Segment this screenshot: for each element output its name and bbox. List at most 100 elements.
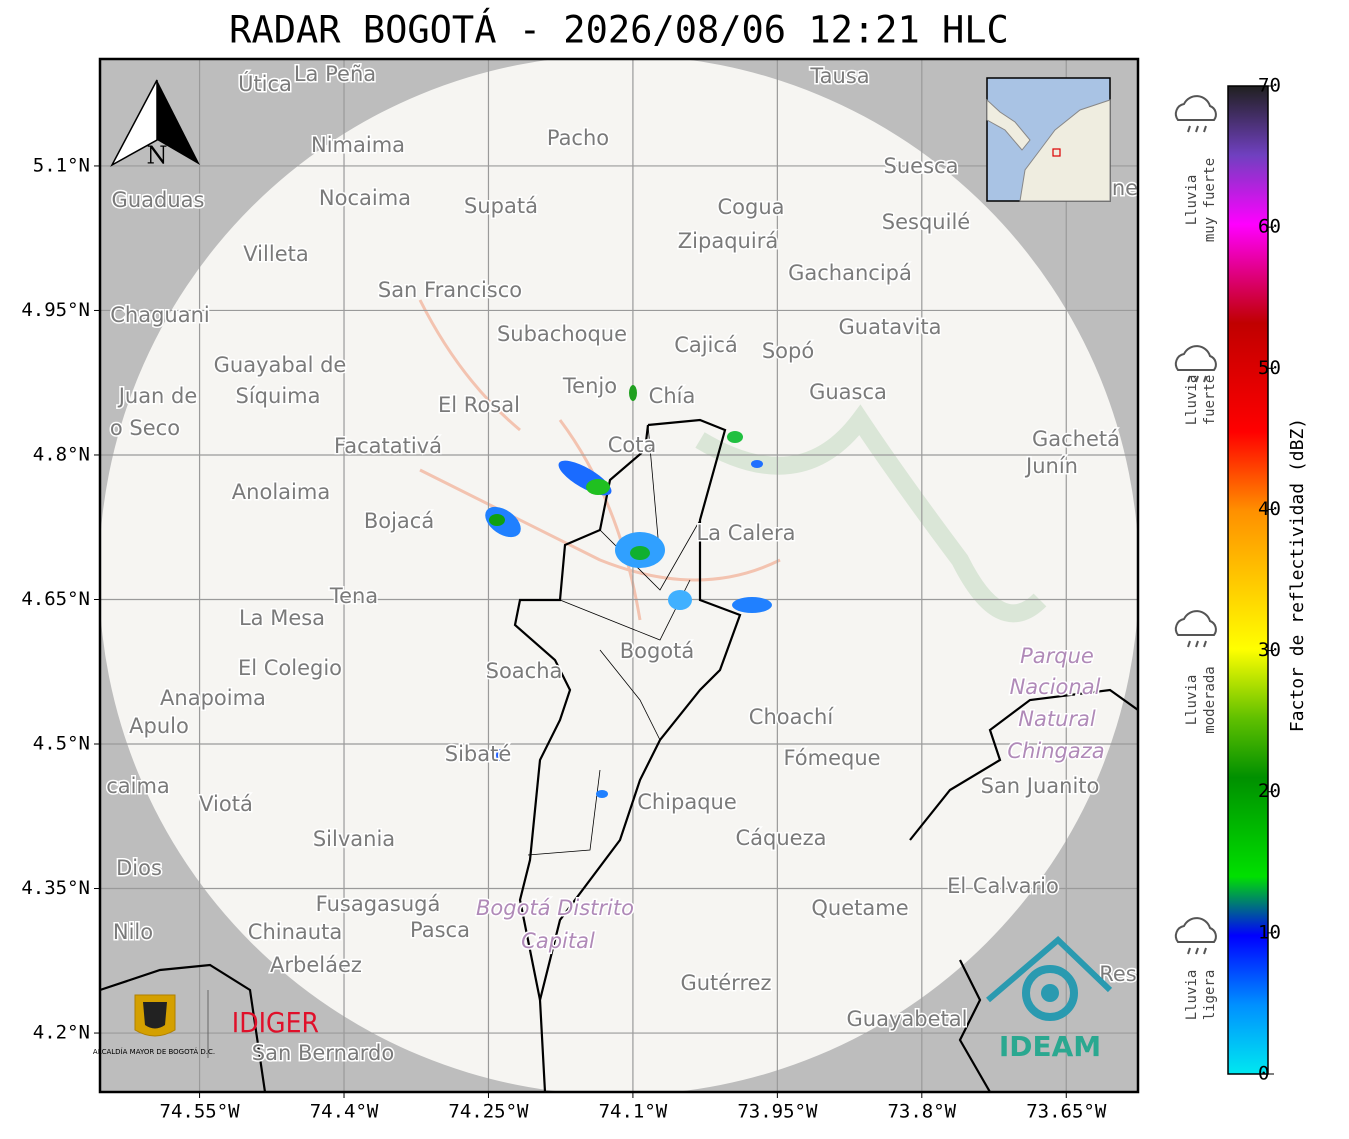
bogota-boundary (538, 418, 742, 1092)
rain-drops (1187, 375, 1207, 383)
echo (732, 597, 772, 613)
place-label: Síquima (236, 384, 321, 408)
place-label: Juan de (117, 384, 198, 408)
place-label: Supatá (464, 194, 538, 218)
cloud-icon (1174, 917, 1217, 943)
park-label: Chingaza (1007, 739, 1104, 763)
place-label: Nimaima (311, 133, 405, 157)
place-label: Gachancipá (788, 261, 912, 285)
park-label: Capital (521, 929, 595, 953)
place-label: Guatavita (839, 315, 942, 339)
rain-drops (1187, 947, 1207, 955)
rain-category-label: ligera (1202, 970, 1218, 1021)
y-tick-label: 4.2°N (33, 1022, 90, 1044)
place-label: Sibaté (445, 742, 512, 766)
place-label: La Peña (294, 62, 376, 86)
department-boundary (100, 688, 1138, 1092)
place-label: Viotá (199, 792, 253, 816)
plot-frame (98, 57, 1140, 1094)
x-tick-label: 74.4°W (310, 1101, 379, 1123)
place-label: Útica (238, 71, 292, 96)
rain-drops (1187, 125, 1207, 133)
bogota-boundary-west (513, 424, 650, 1001)
colorbar-tick-label: 20 (1258, 780, 1281, 802)
echo (751, 460, 763, 468)
place-label: Choachí (749, 705, 835, 729)
y-tick-label: 5.1°N (33, 154, 90, 176)
place-label: La Calera (696, 521, 795, 545)
place-label: ne (1112, 176, 1138, 200)
place-label: Tenjo (562, 374, 617, 398)
ideam-logo: IDEAM (986, 935, 1113, 1063)
rain-category: Lluvia muy fuerte (1174, 95, 1218, 242)
rain-category-label: muy fuerte (1202, 158, 1218, 242)
rain-category: Lluvia ligera (1174, 917, 1218, 1021)
rain-category: Lluvia moderada (1174, 610, 1218, 734)
rain-category-label: fuerte (1202, 375, 1218, 426)
place-label: Pacho (547, 126, 609, 150)
cloud-icon (1174, 95, 1217, 121)
place-label: Apulo (129, 714, 189, 738)
y-tick-label: 4.5°N (33, 733, 90, 755)
place-label: El Calvario (947, 874, 1059, 898)
alcaldia-text: ALCALDÍA MAYOR DE BOGOTÁ D.C. (93, 1047, 215, 1056)
place-label: Pasca (410, 918, 470, 942)
rain-drops (1187, 640, 1207, 648)
place-label: Fómeque (783, 746, 880, 770)
colorbar-ticks: 0 10 20 30 40 50 60 70 (1258, 75, 1281, 1085)
colorbar-tick-label: 0 (1258, 1063, 1269, 1085)
echo (586, 479, 610, 495)
place-label: Chinauta (248, 920, 342, 944)
place-label: Fusagasugá (316, 892, 441, 916)
y-tick-label: 4.95°N (21, 299, 90, 321)
place-label: Guasca (809, 380, 887, 404)
place-label: Gachetá (1032, 427, 1120, 451)
place-label: Junín (1024, 454, 1078, 478)
place-label: El Colegio (238, 656, 342, 680)
place-label: Villeta (243, 242, 308, 266)
place-label: caima (106, 774, 170, 798)
place-label: Cáqueza (736, 826, 827, 850)
vegetation (695, 404, 1047, 623)
colorbar-tick-label: 10 (1258, 921, 1281, 943)
colorbar-tick-label: 60 (1258, 216, 1281, 238)
x-tick-label: 74.25°W (448, 1101, 529, 1123)
place-label: Nocaima (319, 186, 411, 210)
place-label: Bojacá (364, 509, 434, 533)
rain-category-label: moderada (1202, 666, 1218, 733)
radar-echoes (485, 385, 772, 798)
colorbar (1227, 85, 1269, 1075)
x-tick-label: 74.55°W (160, 1101, 241, 1123)
x-tick-label: 73.8°W (887, 1101, 956, 1123)
idiger-text: IDIGER (232, 1007, 319, 1040)
radar-range (100, 59, 1138, 1092)
rain-category-label: Lluvia (1184, 675, 1200, 726)
place-label: Facatativá (334, 434, 442, 458)
cloud-icon (1174, 610, 1217, 636)
place-label: Tausa (809, 64, 869, 88)
place-label: San Juanito (981, 774, 1100, 798)
title: RADAR BOGOTÁ - 2026/08/06 12:21 HLC (229, 8, 1009, 52)
place-label: San Francisco (378, 278, 522, 302)
rain-category-label: Lluvia (1184, 175, 1200, 226)
place-label: La Mesa (239, 606, 325, 630)
place-label: Guayabal de (214, 353, 347, 377)
colorbar-tick-label: 50 (1258, 357, 1281, 379)
place-label: Chía (649, 384, 696, 408)
place-label: Arbeláez (270, 953, 362, 977)
colorbar-label: Factor de reflectividad (dBZ) (1287, 418, 1308, 732)
place-label: Bogotá (620, 639, 695, 663)
echo (630, 546, 650, 560)
echo (629, 385, 637, 401)
place-label: Nilo (113, 920, 153, 944)
place-label: Subachoque (497, 322, 627, 346)
x-tick-label: 74.1°W (599, 1101, 668, 1123)
x-tick-label: 73.65°W (1026, 1101, 1107, 1123)
ideam-text: IDEAM (999, 1030, 1101, 1063)
place-label: Cota (608, 433, 657, 457)
echo (727, 431, 743, 443)
grid (100, 59, 1138, 1092)
place-label: San Bernardo (252, 1041, 394, 1065)
